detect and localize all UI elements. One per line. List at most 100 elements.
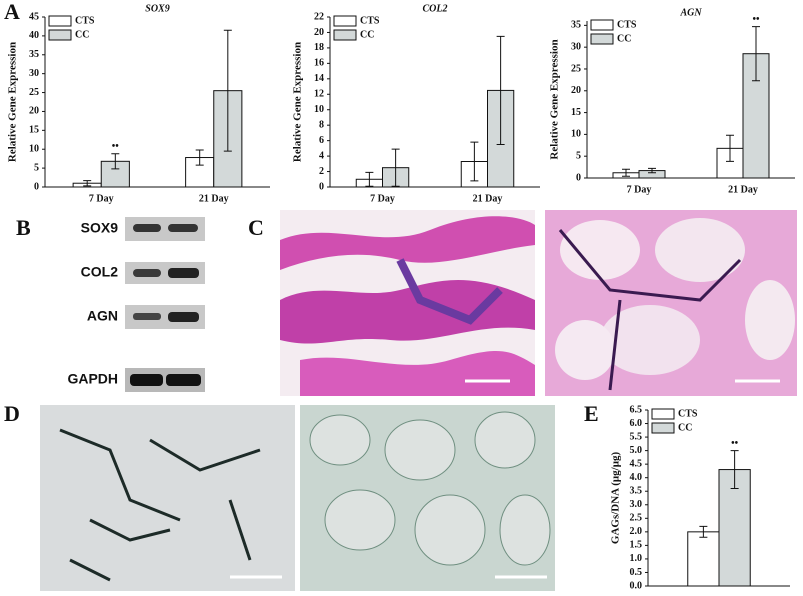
error-bar [470,141,479,182]
blot-label: AGN [87,308,118,324]
error-bar [391,148,400,187]
y-tick-label: 3.0 [630,499,643,510]
legend-label: CC [617,33,631,44]
error-bar [622,168,630,177]
tissue [558,229,742,391]
chart-title: SOX9 [145,3,169,14]
y-tick-label: 25 [29,87,39,98]
error-bar [195,149,204,166]
y-tick-label: 25 [571,63,581,74]
y-tick-label: 8 [319,119,324,130]
x-tick-label: 21 Day [728,184,758,195]
y-tick-label: 0 [319,181,324,192]
blot-label: GAPDH [67,371,118,387]
legend-swatch [651,408,675,420]
stain-image [300,405,555,591]
legend-swatch [590,19,614,31]
tissue [745,280,795,360]
tissue [396,258,503,325]
error-bar [496,35,505,145]
tissue [414,494,486,566]
tissue [300,350,535,396]
y-tick-label: 18 [314,42,324,53]
chart-title: COL2 [423,3,448,14]
y-tick-label: 30 [571,41,581,52]
tissue [280,216,535,270]
error-bar [648,167,656,174]
blot-label: COL2 [81,264,119,280]
blot-panel: SOX9 COL2 AGN GAPDH [67,217,205,392]
y-tick-label: 5 [576,150,581,161]
y-tick-label: 2.5 [630,513,643,524]
tissue [309,414,371,466]
y-tick-label: 1.0 [630,553,643,564]
tissue [555,320,615,380]
image-background [40,405,295,591]
legend-swatch [333,15,357,27]
y-axis-label: Relative Gene Expression [549,39,561,159]
annotation: •• [112,141,120,152]
legend-label: CTS [360,15,380,26]
x-tick-label: 7 Day [627,184,652,195]
y-tick-label: 22 [314,11,324,22]
tissue [280,280,535,344]
y-tick-label: 20 [314,27,324,38]
legend-swatch [590,33,614,45]
legend-swatch [48,29,72,41]
blot-band [133,269,161,277]
y-tick-label: 12 [314,89,324,100]
y-tick-label: 4.5 [630,458,643,469]
panel-label: B [16,215,31,240]
y-tick-label: 6.5 [630,404,643,415]
y-tick-label: 20 [571,85,581,96]
y-tick-label: 15 [29,125,39,136]
legend-swatch [651,422,675,434]
blot-band [166,374,201,386]
panel-label: E [584,401,599,426]
tissue [474,411,536,469]
legend-label: CC [360,29,374,40]
y-tick-label: 6.0 [630,418,643,429]
y-tick-label: 4 [319,150,324,161]
y-tick-label: 0 [34,181,39,192]
y-tick-label: 5.0 [630,445,643,456]
y-tick-label: 10 [314,104,324,115]
y-tick-label: 4.0 [630,472,643,483]
y-tick-label: 2.0 [630,526,643,537]
y-tick-label: 3.5 [630,486,643,497]
error-bar [83,180,92,187]
legend-swatch [333,29,357,41]
error-bar [699,525,708,538]
annotation: •• [752,14,760,25]
x-tick-label: 7 Day [370,193,395,204]
x-tick-label: 21 Day [473,193,503,204]
blot-band [168,312,199,322]
y-axis-label: Relative Gene Expression [7,42,19,162]
tissue [384,419,456,481]
blot-label: SOX9 [81,220,119,236]
legend-label: CTS [75,15,95,26]
stain-image [40,405,295,591]
tissue [600,305,700,375]
y-tick-label: 16 [314,58,324,69]
histology-image [280,210,535,396]
y-tick-label: 5.5 [630,431,643,442]
error-bar [223,29,232,152]
error-bar [752,26,760,82]
legend-label: CC [678,422,692,433]
histology-image [545,210,797,396]
y-tick-label: 10 [571,129,581,140]
x-tick-label: 7 Day [89,193,114,204]
y-tick-label: 14 [314,73,324,84]
tissue [560,220,640,280]
tissue [324,489,396,551]
tissue [655,218,745,282]
y-tick-label: 6 [319,135,324,146]
y-tick-label: 1.5 [630,540,643,551]
y-tick-label: 35 [29,49,39,60]
panel-label: D [4,401,20,426]
annotation: •• [731,438,739,449]
bar [100,160,130,188]
panel-label: A [4,0,20,24]
